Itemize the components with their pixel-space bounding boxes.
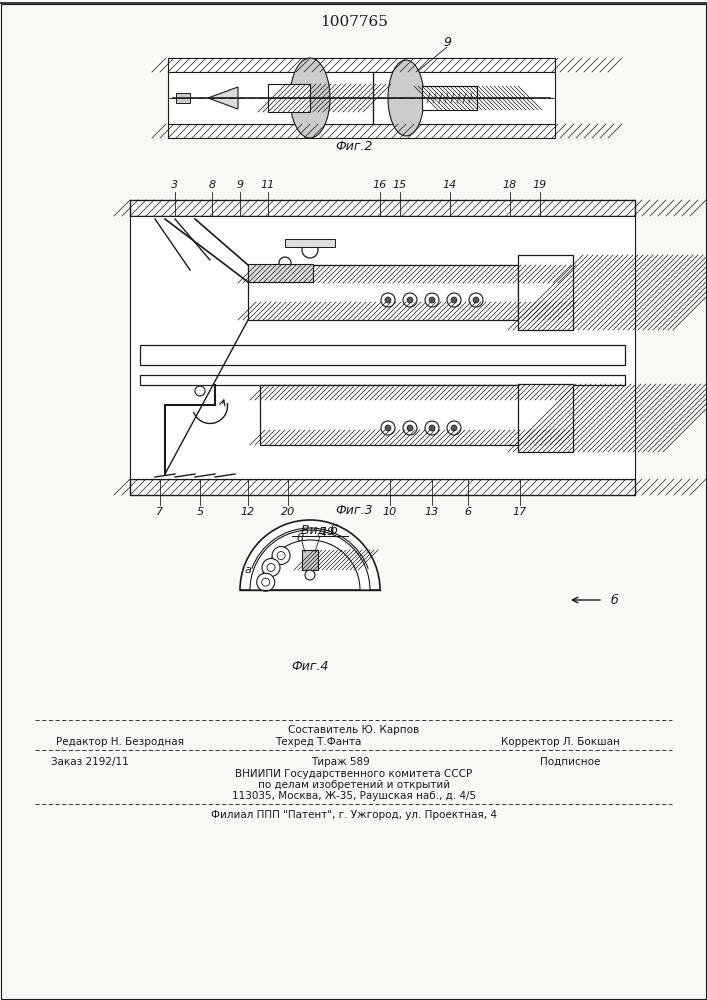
- Circle shape: [469, 293, 483, 307]
- Bar: [168, 58, 555, 72]
- Text: 16: 16: [373, 180, 387, 190]
- Polygon shape: [208, 87, 238, 109]
- Circle shape: [302, 242, 318, 258]
- Text: 14: 14: [443, 180, 457, 190]
- Text: 3: 3: [171, 180, 179, 190]
- Text: 6: 6: [464, 507, 472, 517]
- Text: 19: 19: [321, 527, 335, 537]
- Text: Корректор Л. Бокшан: Корректор Л. Бокшан: [501, 737, 619, 747]
- Bar: [302, 550, 318, 570]
- Bar: [130, 216, 635, 479]
- Text: 10: 10: [383, 507, 397, 517]
- Text: 8: 8: [296, 533, 303, 543]
- Text: 17: 17: [513, 507, 527, 517]
- Circle shape: [403, 293, 417, 307]
- Circle shape: [425, 293, 439, 307]
- Circle shape: [447, 421, 461, 435]
- Circle shape: [381, 293, 395, 307]
- Circle shape: [195, 386, 205, 396]
- Bar: [518, 384, 573, 452]
- Circle shape: [451, 425, 457, 431]
- Text: Заказ 2192/11: Заказ 2192/11: [51, 757, 129, 767]
- Circle shape: [429, 297, 435, 303]
- Text: Вид б: Вид б: [301, 524, 339, 536]
- Circle shape: [279, 257, 291, 269]
- Text: Филиал ППП "Патент", г. Ужгород, ул. Проектная, 4: Филиал ППП "Патент", г. Ужгород, ул. Про…: [211, 810, 497, 820]
- Bar: [130, 479, 635, 495]
- Bar: [285, 239, 335, 247]
- Circle shape: [262, 558, 280, 576]
- Text: 18: 18: [503, 180, 517, 190]
- Text: ВНИИПИ Государственного комитета СССР: ВНИИПИ Государственного комитета СССР: [235, 769, 472, 779]
- Text: Подписное: Подписное: [540, 757, 600, 767]
- Circle shape: [403, 421, 417, 435]
- Text: Фиг.4: Фиг.4: [291, 660, 329, 674]
- Text: 11: 11: [261, 180, 275, 190]
- Wedge shape: [250, 530, 370, 590]
- Text: 19: 19: [533, 180, 547, 190]
- Circle shape: [473, 297, 479, 303]
- Text: Техред Т.Фанта: Техред Т.Фанта: [275, 737, 361, 747]
- Text: 1007765: 1007765: [320, 15, 388, 29]
- Polygon shape: [388, 60, 424, 136]
- Circle shape: [381, 421, 395, 435]
- Circle shape: [267, 564, 275, 572]
- Polygon shape: [290, 58, 330, 138]
- Bar: [176, 93, 190, 103]
- Bar: [268, 84, 310, 112]
- Circle shape: [407, 297, 413, 303]
- Text: Тираж 589: Тираж 589: [310, 757, 369, 767]
- Text: 7: 7: [156, 507, 163, 517]
- Text: 20: 20: [281, 507, 295, 517]
- Circle shape: [385, 297, 391, 303]
- Text: а: а: [245, 565, 252, 575]
- Text: 8: 8: [209, 180, 216, 190]
- Text: б: б: [611, 593, 619, 606]
- Circle shape: [305, 570, 315, 580]
- Text: по делам изобретений и открытий: по делам изобретений и открытий: [258, 780, 450, 790]
- Bar: [248, 265, 518, 320]
- Bar: [130, 200, 635, 216]
- Bar: [140, 345, 625, 365]
- Text: 13: 13: [425, 507, 439, 517]
- Circle shape: [257, 573, 275, 591]
- Circle shape: [272, 547, 290, 565]
- Circle shape: [407, 425, 413, 431]
- Bar: [518, 255, 573, 330]
- Bar: [422, 86, 477, 110]
- Text: Фиг.3: Фиг.3: [335, 504, 373, 517]
- Circle shape: [385, 425, 391, 431]
- Text: 9: 9: [236, 180, 244, 190]
- Text: 5: 5: [197, 507, 204, 517]
- Text: Составитель Ю. Карпов: Составитель Ю. Карпов: [288, 725, 420, 735]
- Circle shape: [277, 552, 285, 560]
- Text: Фиг.2: Фиг.2: [335, 140, 373, 153]
- Circle shape: [447, 293, 461, 307]
- Text: 113035, Москва, Ж-35, Раушская наб., д. 4/5: 113035, Москва, Ж-35, Раушская наб., д. …: [232, 791, 476, 801]
- Bar: [248, 264, 313, 282]
- Text: 9: 9: [443, 35, 451, 48]
- Circle shape: [429, 425, 435, 431]
- Bar: [168, 72, 555, 124]
- Text: 15: 15: [393, 180, 407, 190]
- Circle shape: [425, 421, 439, 435]
- Bar: [168, 124, 555, 138]
- Text: Редактор Н. Безродная: Редактор Н. Безродная: [56, 737, 184, 747]
- Bar: [260, 385, 520, 445]
- Text: 12: 12: [241, 507, 255, 517]
- Wedge shape: [240, 520, 380, 590]
- Circle shape: [451, 297, 457, 303]
- Circle shape: [262, 578, 269, 586]
- Bar: [140, 375, 625, 385]
